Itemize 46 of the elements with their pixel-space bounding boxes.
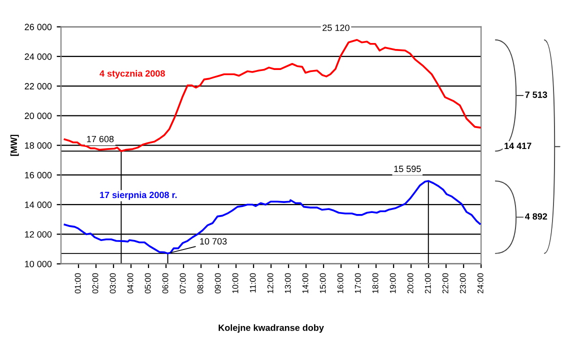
x-tick-label: 10:00 bbox=[232, 273, 238, 294]
y-axis-title: [MW] bbox=[10, 134, 19, 156]
x-tick-label: 01:00 bbox=[74, 273, 81, 294]
y-tick-label: 24 000 bbox=[24, 53, 52, 60]
text: 7 513 bbox=[525, 92, 548, 98]
line-series bbox=[64, 38, 481, 152]
x-tick-label: 02:00 bbox=[92, 273, 98, 294]
text: 14 417 bbox=[504, 142, 532, 149]
x-tick-label: 13:00 bbox=[284, 273, 291, 294]
x-tick-label: 14:00 bbox=[302, 273, 308, 294]
x-tick-label: 07:00 bbox=[180, 273, 186, 294]
x-tick-label: 24:00 bbox=[477, 273, 484, 294]
y-tick-label: 12 000 bbox=[25, 231, 52, 238]
annotation: 17 608 bbox=[87, 136, 114, 142]
x-tick-label: 12:00 bbox=[267, 273, 274, 294]
annotation: 10 703 bbox=[200, 238, 227, 245]
annotation: 25 120 bbox=[322, 24, 350, 31]
x-tick-label: 15:00 bbox=[320, 273, 326, 294]
y-tick-label: 14 000 bbox=[25, 202, 52, 208]
text: 4 892 bbox=[524, 213, 548, 220]
y-tick-label: 10 000 bbox=[25, 260, 52, 268]
x-tick-label: 18:00 bbox=[372, 273, 378, 294]
y-tick-label: 26 000 bbox=[24, 24, 52, 30]
x-tick-label: 06:00 bbox=[162, 273, 168, 294]
x-tick-label: 05:00 bbox=[144, 273, 151, 294]
y-tick-label: 18 000 bbox=[25, 142, 52, 149]
x-tick-label: 21:00 bbox=[424, 273, 431, 294]
x-tick-label: 20:00 bbox=[407, 273, 414, 294]
x-tick-label: 08:00 bbox=[197, 273, 204, 294]
x-tick-label: 09:00 bbox=[214, 273, 221, 294]
x-axis-title: Kolejne kwadranse doby bbox=[218, 324, 324, 333]
text: 17 sierpnia 2008 r. bbox=[100, 192, 177, 200]
x-tick-label: 11:00 bbox=[250, 273, 256, 292]
x-tick-label: 23:00 bbox=[460, 273, 466, 294]
x-tick-label: 16:00 bbox=[337, 273, 344, 294]
line-series bbox=[64, 180, 481, 254]
x-tick-label: 22:00 bbox=[442, 273, 448, 294]
x-tick-label: 19:00 bbox=[390, 273, 396, 294]
annotation: 15 595 bbox=[394, 166, 421, 172]
y-tick-label: 22 000 bbox=[24, 83, 52, 90]
x-tick-label: 03:00 bbox=[110, 273, 116, 294]
y-tick-label: 20 000 bbox=[24, 112, 52, 120]
x-tick-label: 04:00 bbox=[127, 273, 134, 294]
y-tick-label: 16 000 bbox=[25, 172, 52, 178]
x-tick-label: 17:00 bbox=[354, 273, 361, 294]
text: 4 stycznia 2008 bbox=[100, 70, 165, 78]
